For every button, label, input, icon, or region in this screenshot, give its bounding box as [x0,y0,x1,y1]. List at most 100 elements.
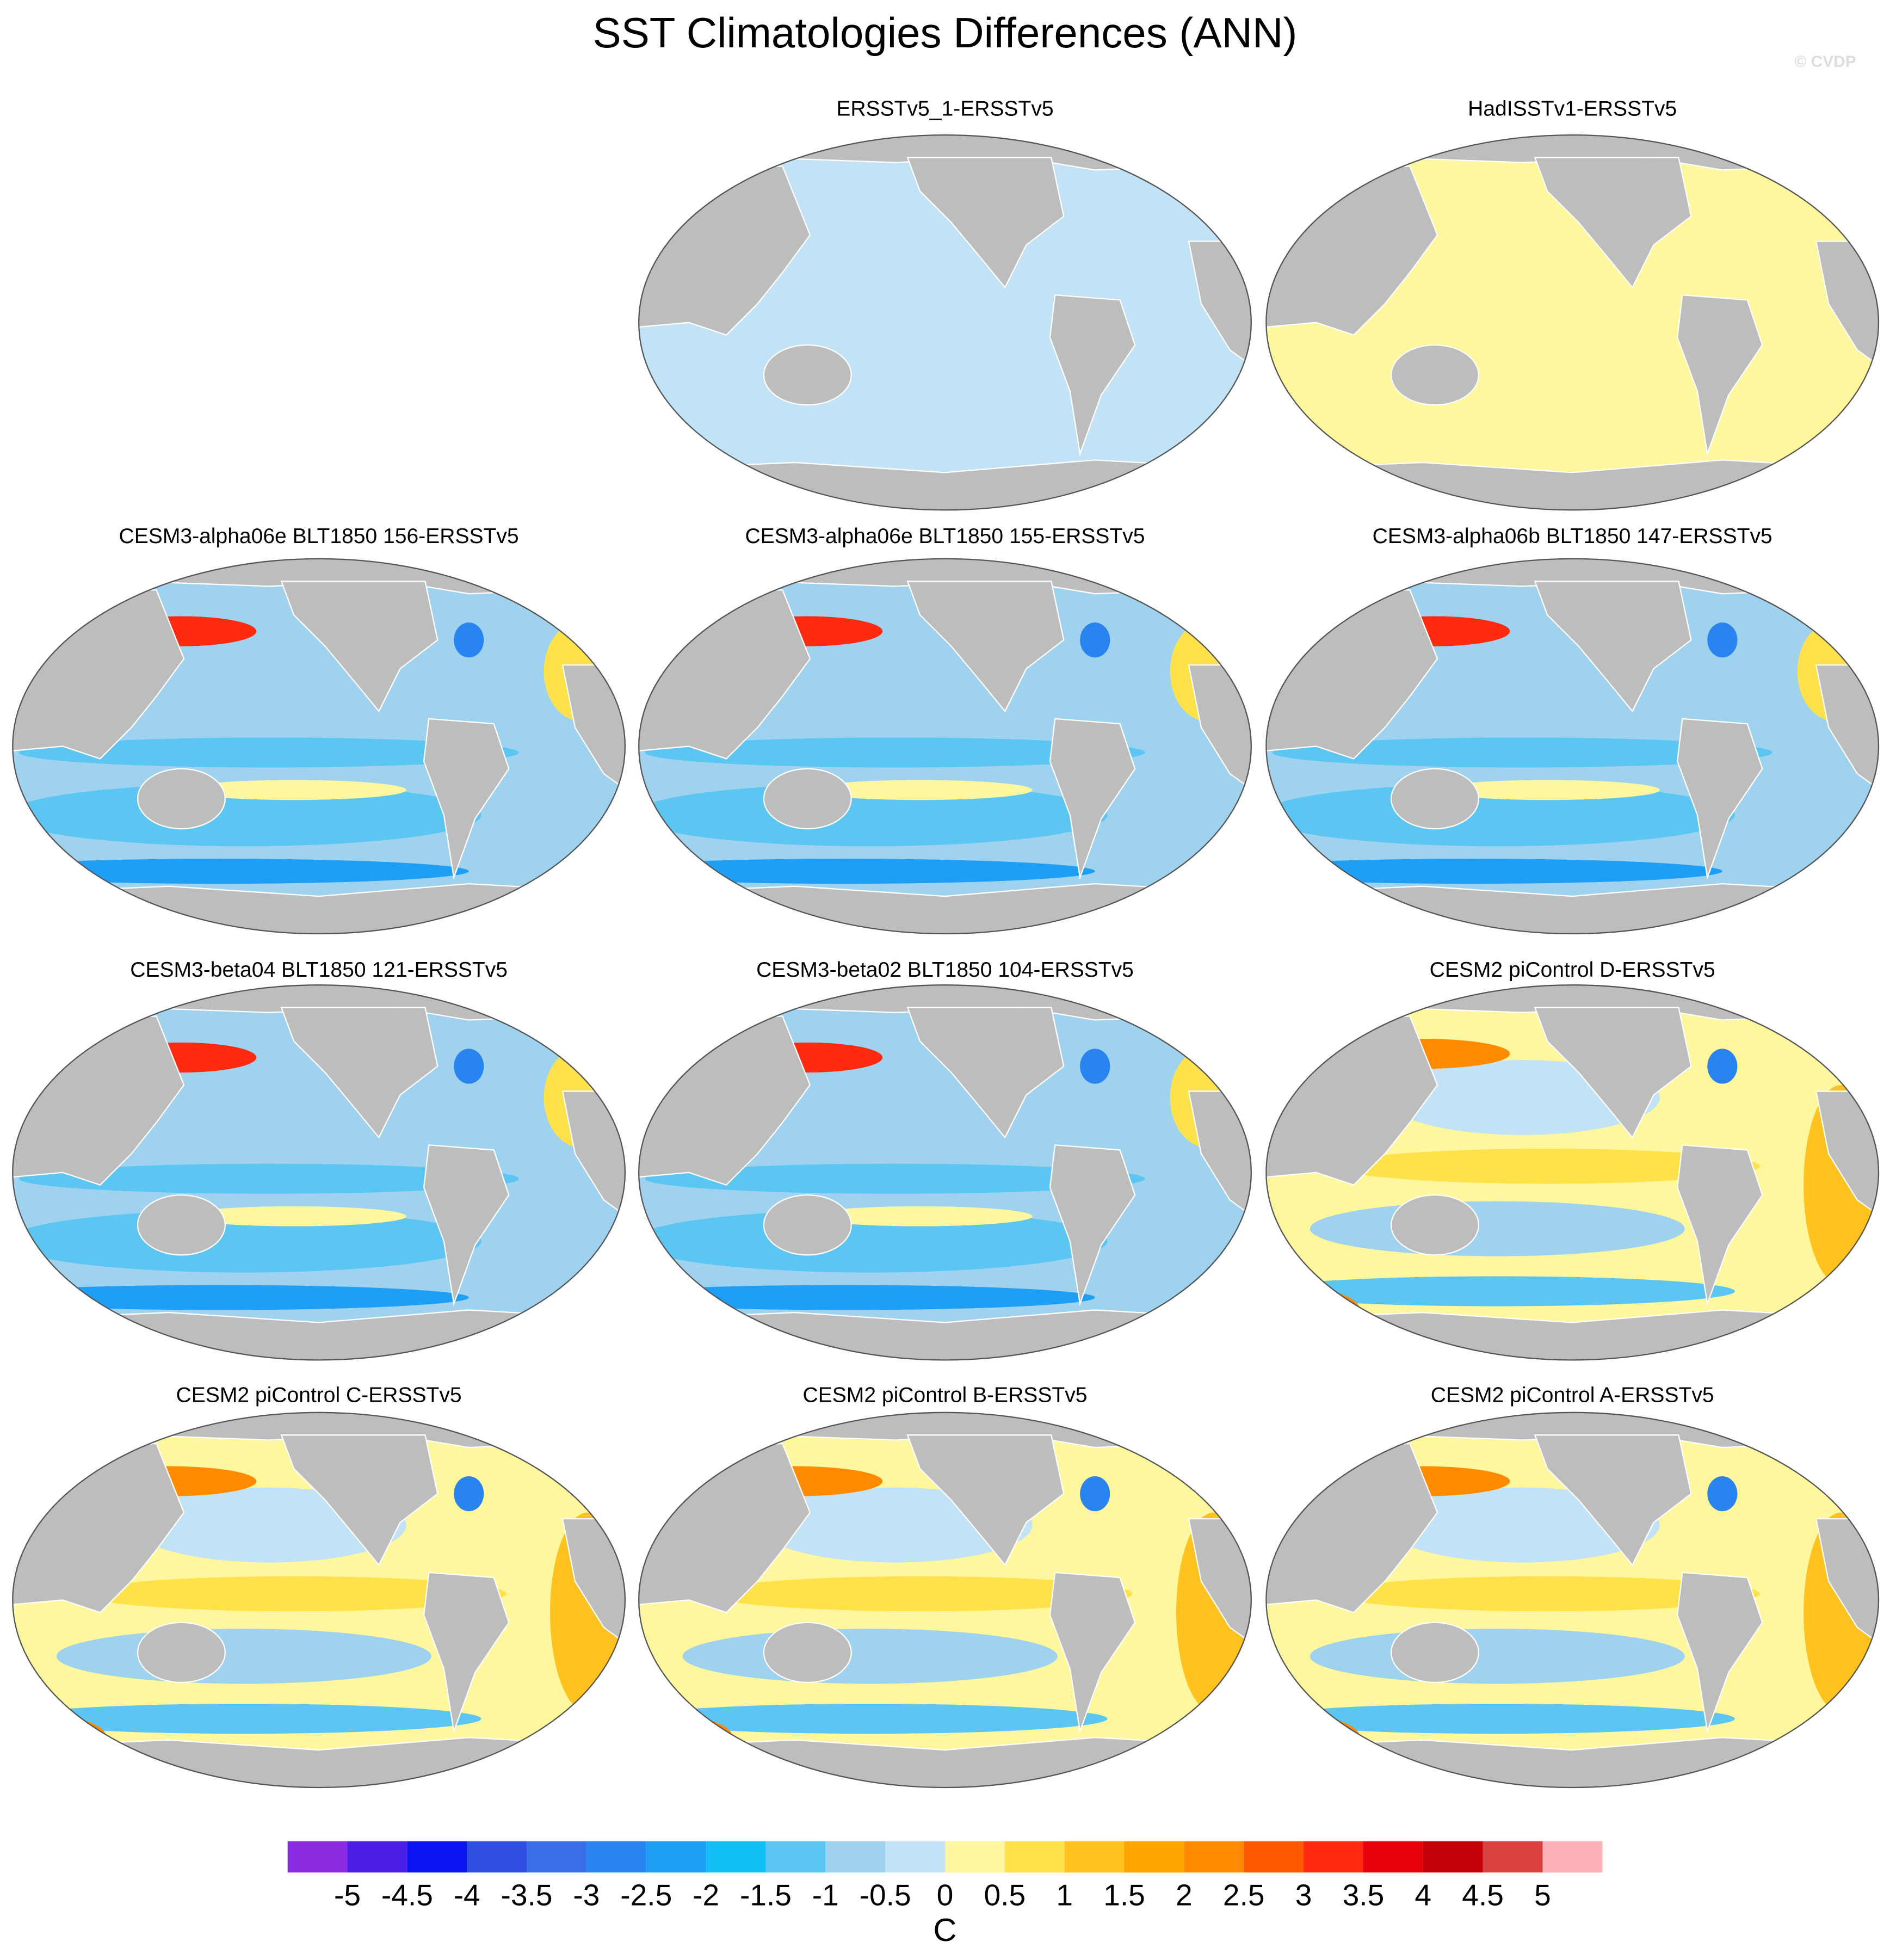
map-panel [1266,985,1879,1360]
field-blob [181,780,406,800]
australia [763,1194,852,1256]
field-blob [1272,737,1772,768]
colorbar-box [527,1841,586,1873]
colorbar-tick-label: -4 [454,1878,480,1912]
field-blob [1707,622,1738,658]
field-blob [1435,780,1660,800]
land [1676,294,1763,457]
colorbar-box [1483,1841,1543,1873]
colorbar-tick-label: 4.5 [1462,1878,1504,1912]
panel-title: CESM3-alpha06e BLT1850 156-ERSSTv5 [119,525,519,548]
panel-title: CESM3-alpha06e BLT1850 155-ERSSTv5 [745,525,1145,548]
land [423,1144,510,1306]
field-blob [1080,1476,1110,1512]
colorbar-box [467,1841,527,1873]
field-blob [807,1206,1033,1226]
colorbar-tick-label: 4 [1415,1878,1431,1912]
colorbar-tick-label: 1.5 [1103,1878,1145,1912]
field-blob [13,1210,481,1273]
field-blob [454,1476,484,1512]
map-panel [13,1412,625,1788]
land [280,1007,438,1139]
field-blob [1266,859,1722,884]
australia [763,768,852,830]
field-blob [639,1285,1095,1310]
map-outline [1265,1412,1880,1789]
colorbar-tick-label: 3 [1295,1878,1312,1912]
field-blob [81,1576,507,1612]
map-panel [13,558,625,934]
colorbar-tick-label: 0 [937,1878,954,1912]
land [1534,1434,1692,1567]
field-blob [682,1629,1058,1684]
land [1676,1571,1763,1734]
panel-title: CESM2 piControl D-ERSSTv5 [1430,958,1715,982]
field-blob [639,784,1108,847]
australia [137,1622,226,1684]
map-panel [639,135,1251,510]
field-blob [1266,784,1735,847]
colorbar-box [1124,1841,1184,1873]
field-blob [13,784,481,847]
map-panel [639,985,1251,1360]
field-blob [707,1576,1133,1612]
land [423,718,510,880]
colorbar-tick-label: -1 [812,1878,839,1912]
colorbar-tick-label: -2.5 [620,1878,672,1912]
colorbar-tick-label: -3 [573,1878,600,1912]
colorbar-box [1363,1841,1423,1873]
colorbar-tick-label: -3.5 [501,1878,553,1912]
australia [763,344,852,406]
map-outline [638,984,1252,1361]
field-blob [1335,1149,1760,1184]
panel-title: CESM2 piControl B-ERSSTv5 [803,1383,1088,1407]
colorbar-tick-label: 2 [1176,1878,1193,1912]
colorbar-tick-label: 3.5 [1343,1878,1385,1912]
field-blob [807,780,1033,800]
map-panel [1266,135,1879,510]
colorbar-box [1304,1841,1363,1873]
colorbar-box [287,1841,348,1873]
land [1534,157,1692,289]
field-blob [1335,1576,1760,1612]
land [1049,1571,1136,1734]
colorbar-box [945,1841,1005,1873]
land [1534,1007,1692,1139]
australia [1390,1622,1480,1684]
colorbar-tick-label: -4.5 [381,1878,433,1912]
land [280,1434,438,1567]
land [906,1007,1065,1139]
panel-title: HadISSTv1-ERSSTv5 [1468,97,1677,120]
panel-title: CESM3-beta04 BLT1850 121-ERSSTv5 [130,958,508,982]
australia [137,768,226,830]
map-outline [1265,134,1880,511]
colorbar-box [1244,1841,1304,1873]
colorbar-tick-label: 2.5 [1223,1878,1265,1912]
colorbar-box [706,1841,766,1873]
figure-title: SST Climatologies Differences (ANN) [593,9,1298,57]
map-panel [1266,1412,1879,1788]
map-outline [1265,558,1880,935]
colorbar-tick-label: 0.5 [984,1878,1026,1912]
colorbar-box [1064,1841,1125,1873]
map-outline [12,984,626,1361]
map-outline [12,558,626,935]
field-blob [639,1715,733,1760]
colorbar-label: C [933,1912,956,1948]
field-blob [1080,622,1110,658]
australia [1390,1194,1480,1256]
field-blob [645,737,1145,768]
land [1049,718,1136,880]
land [1534,581,1692,713]
map-outline [638,558,1252,935]
colorbar-tick-label: 1 [1056,1878,1073,1912]
australia [137,1194,226,1256]
colorbar-tick-label: -2 [693,1878,719,1912]
colorbar-box [825,1841,886,1873]
colorbar-box [407,1841,467,1873]
colorbar-box [1184,1841,1244,1873]
land [906,157,1065,289]
field-blob [1266,1704,1735,1734]
